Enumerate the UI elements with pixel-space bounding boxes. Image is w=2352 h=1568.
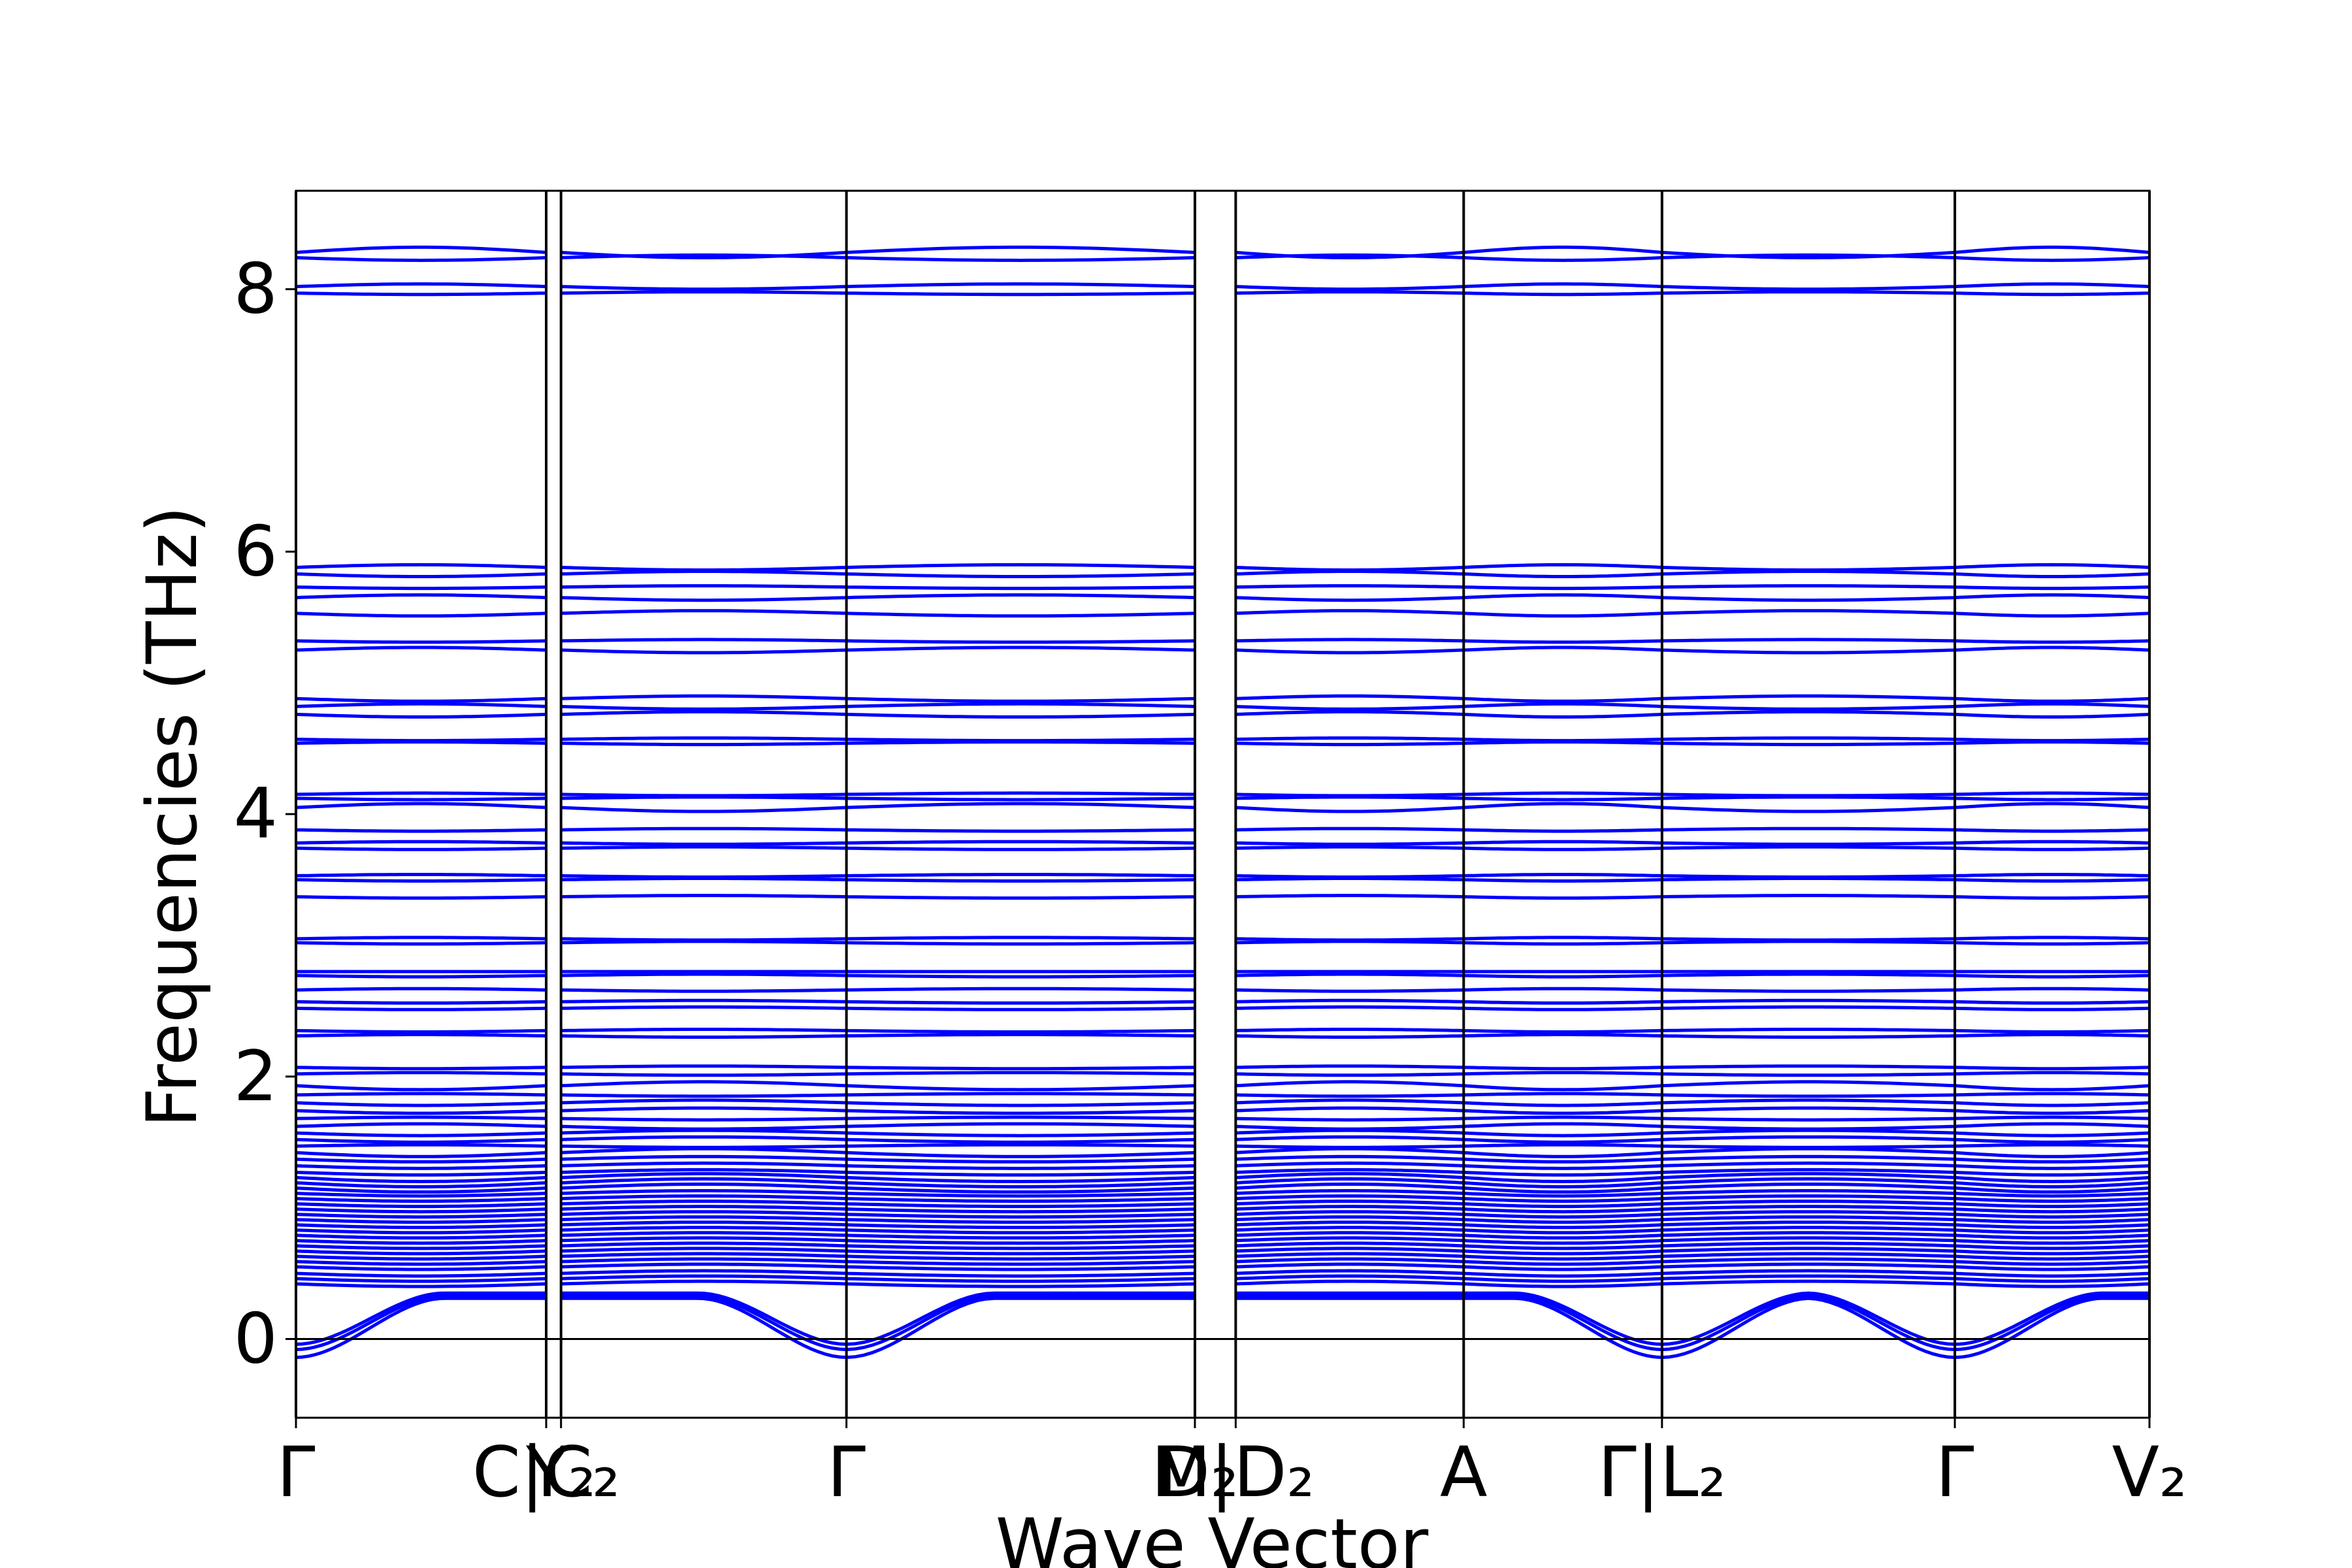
band-line — [295, 972, 2150, 979]
x-tick-label: C|C₂ — [472, 1432, 620, 1513]
x-tick-label: A — [1440, 1432, 1488, 1512]
plot-area — [295, 245, 2150, 1360]
band-line — [295, 1236, 2150, 1245]
band-line — [295, 1215, 2150, 1224]
band-line — [295, 1241, 2150, 1250]
acoustic-branch-line — [295, 1296, 2149, 1360]
band-line — [295, 795, 2150, 802]
acoustic-branch-line — [295, 1294, 2149, 1352]
band-line — [295, 694, 2150, 703]
band-line — [295, 845, 2150, 851]
band-line — [295, 1220, 2150, 1230]
band-line — [295, 1147, 2150, 1158]
band-line — [295, 563, 2150, 572]
band-line — [295, 1098, 2150, 1107]
band-line — [295, 1262, 2150, 1271]
band-line — [295, 939, 2150, 946]
band-line — [295, 1154, 2150, 1164]
y-tick-label: 4 — [234, 774, 278, 854]
band-line — [295, 710, 2150, 719]
band-line — [295, 826, 2150, 833]
band-line — [295, 1028, 2150, 1034]
band-line — [295, 1064, 2150, 1071]
band-line — [295, 645, 2150, 655]
acoustic-branch-line — [295, 1291, 2149, 1346]
band-line — [295, 1200, 2150, 1209]
y-tick-label: 8 — [234, 249, 278, 329]
band-line — [295, 638, 2150, 644]
band-line — [295, 1252, 2150, 1261]
band-line — [295, 736, 2150, 743]
band-line — [295, 570, 2150, 578]
band-line — [295, 593, 2150, 602]
band-line — [295, 802, 2150, 813]
band-line — [295, 1279, 2150, 1288]
band-line — [295, 987, 2150, 993]
x-tick-label: Γ — [1936, 1432, 1974, 1512]
band-line — [295, 877, 2150, 883]
band-line — [295, 1189, 2150, 1198]
x-tick-label: Γ|L₂ — [1598, 1432, 1726, 1513]
band-line — [295, 1005, 2150, 1011]
band-line — [295, 1071, 2150, 1077]
band-line — [295, 1161, 2150, 1170]
band-line — [295, 702, 2150, 711]
band-line — [295, 1210, 2150, 1219]
band-line — [295, 873, 2150, 879]
x-tick-label: Y₂ — [525, 1432, 596, 1512]
band-line — [295, 1122, 2150, 1131]
band-line — [295, 609, 2150, 618]
y-tick-label: 6 — [234, 511, 278, 591]
band-line — [295, 740, 2150, 747]
band-line — [295, 1033, 2150, 1039]
y-tick-label: 2 — [234, 1036, 278, 1117]
band-line — [295, 998, 2150, 1005]
band-line — [295, 1080, 2150, 1092]
y-axis-label: Frequencies (THz) — [132, 506, 212, 1127]
band-line — [295, 1177, 2150, 1188]
band-line — [295, 1143, 2150, 1149]
band-line — [295, 840, 2150, 846]
band-line — [295, 1171, 2150, 1184]
band-line — [295, 282, 2150, 291]
plot-frame — [295, 189, 2151, 1419]
x-tick-label: V₂ — [2112, 1432, 2187, 1512]
band-line — [295, 1257, 2150, 1266]
x-tick-label: Γ — [827, 1432, 866, 1512]
band-line — [295, 1183, 2150, 1194]
x-tick-label: Γ — [276, 1432, 315, 1512]
band-line — [295, 290, 2150, 297]
axes-frame — [286, 189, 2151, 1428]
band-line — [295, 791, 2150, 798]
band-line — [295, 1247, 2150, 1256]
band-line — [295, 936, 2150, 942]
x-tick-label: D|D₂ — [1157, 1432, 1315, 1513]
band-line — [295, 1092, 2150, 1098]
band-line — [295, 1274, 2150, 1283]
band-line — [295, 1135, 2150, 1144]
band-line — [295, 1128, 2150, 1137]
band-line — [295, 1106, 2150, 1115]
band-line — [295, 1168, 2150, 1177]
band-line — [295, 894, 2150, 900]
band-line — [295, 1115, 2150, 1122]
band-line — [295, 1194, 2150, 1203]
band-line — [295, 253, 2150, 263]
band-line — [295, 1269, 2150, 1278]
band-line — [295, 584, 2150, 591]
band-line — [295, 1231, 2150, 1240]
band-line — [295, 245, 2150, 259]
band-line — [295, 1226, 2150, 1235]
y-tick-label: 0 — [234, 1298, 278, 1379]
band-line — [295, 1205, 2150, 1214]
x-axis-label: Wave Vector — [996, 1504, 1429, 1568]
x-tick-label: M₂ — [1151, 1432, 1239, 1512]
